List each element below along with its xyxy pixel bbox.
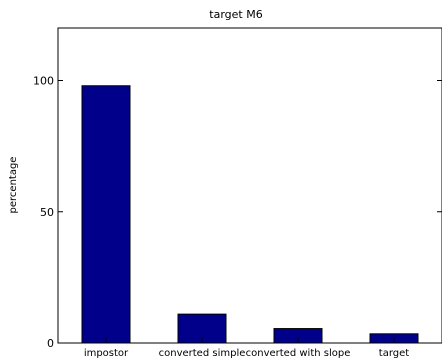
x-tick-label: target: [379, 348, 409, 359]
y-axis-label: percentage: [8, 157, 19, 214]
chart-title: target M6: [209, 8, 262, 21]
bar: [81, 85, 131, 344]
y-tick-label: 100: [33, 75, 54, 88]
bar-series: [81, 85, 419, 344]
y-axis-ticks: 0 50 100: [33, 75, 442, 350]
x-tick-label: converted with slope: [246, 348, 351, 359]
y-tick-label: 0: [47, 337, 54, 350]
x-tick-label: impostor: [84, 348, 129, 359]
x-axis-tick-labels: impostor converted simple converted with s…: [84, 338, 409, 359]
y-tick-label: 50: [40, 206, 54, 219]
x-tick-label: converted simple: [159, 348, 246, 359]
